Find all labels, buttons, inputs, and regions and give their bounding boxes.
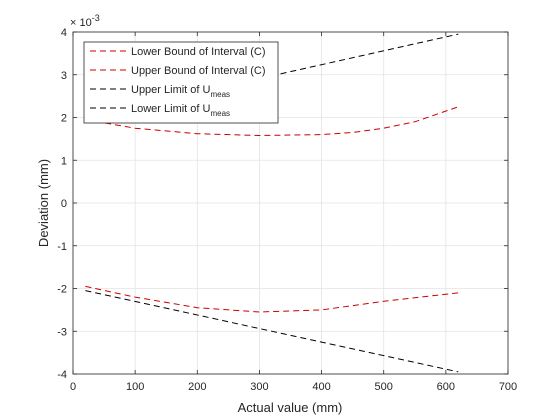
legend-label-subscript: meas bbox=[210, 90, 230, 99]
x-tick-label: 300 bbox=[250, 381, 268, 393]
legend-label-subscript: meas bbox=[210, 109, 230, 118]
y-tick-label: 1 bbox=[61, 155, 67, 167]
legend-label-text: Lower Bound of Interval (C) bbox=[131, 46, 266, 58]
legend-label-text: Upper Bound of Interval (C) bbox=[131, 65, 266, 77]
series-line-2 bbox=[85, 106, 459, 137]
y-tick-label: 3 bbox=[61, 70, 67, 82]
y-exponent-label: × 10-3 bbox=[70, 13, 100, 29]
series-line-4 bbox=[85, 290, 459, 373]
legend-label-1: Lower Bound of Interval (C) bbox=[131, 46, 266, 58]
y-tick-label: 2 bbox=[61, 113, 67, 125]
axis-ticks bbox=[72, 31, 509, 375]
legend: Lower Bound of Interval (C) Upper Bound o… bbox=[83, 41, 279, 124]
legend-box bbox=[83, 41, 279, 124]
y-axis-label: Deviation (mm) bbox=[36, 159, 51, 247]
x-tick-label: 700 bbox=[499, 381, 517, 393]
y-tick-label: 0 bbox=[61, 198, 67, 210]
legend-label-3: Upper Limit of Umeas bbox=[131, 84, 230, 99]
legend-label-text: Upper Limit of U bbox=[131, 84, 211, 96]
y-exponent-base: × 10 bbox=[70, 17, 92, 29]
axis-tick-labels: 0 100 200 300 400 500 600 700 -4 -3 -2 -1 0 1 2 3 4 bbox=[57, 27, 517, 393]
x-axis-label: Actual value (mm) bbox=[238, 400, 343, 415]
legend-label-2: Upper Bound of Interval (C) bbox=[131, 65, 266, 77]
x-tick-label: 600 bbox=[437, 381, 455, 393]
x-tick-label: 200 bbox=[188, 381, 206, 393]
y-tick-label: 4 bbox=[61, 27, 67, 39]
y-tick-label: -3 bbox=[57, 326, 67, 338]
x-tick-label: 0 bbox=[70, 381, 76, 393]
series-line-1 bbox=[85, 285, 459, 313]
y-tick-label: -2 bbox=[57, 284, 67, 296]
y-tick-label: -1 bbox=[57, 241, 67, 253]
legend-label-4: Lower Limit of Umeas bbox=[131, 103, 230, 118]
y-exponent-power: -3 bbox=[92, 13, 100, 23]
y-tick-label: -4 bbox=[57, 369, 67, 381]
x-tick-label: 400 bbox=[312, 381, 330, 393]
legend-label-text: Lower Limit of U bbox=[131, 103, 211, 115]
x-tick-label: 500 bbox=[375, 381, 393, 393]
x-tick-label: 100 bbox=[126, 381, 144, 393]
